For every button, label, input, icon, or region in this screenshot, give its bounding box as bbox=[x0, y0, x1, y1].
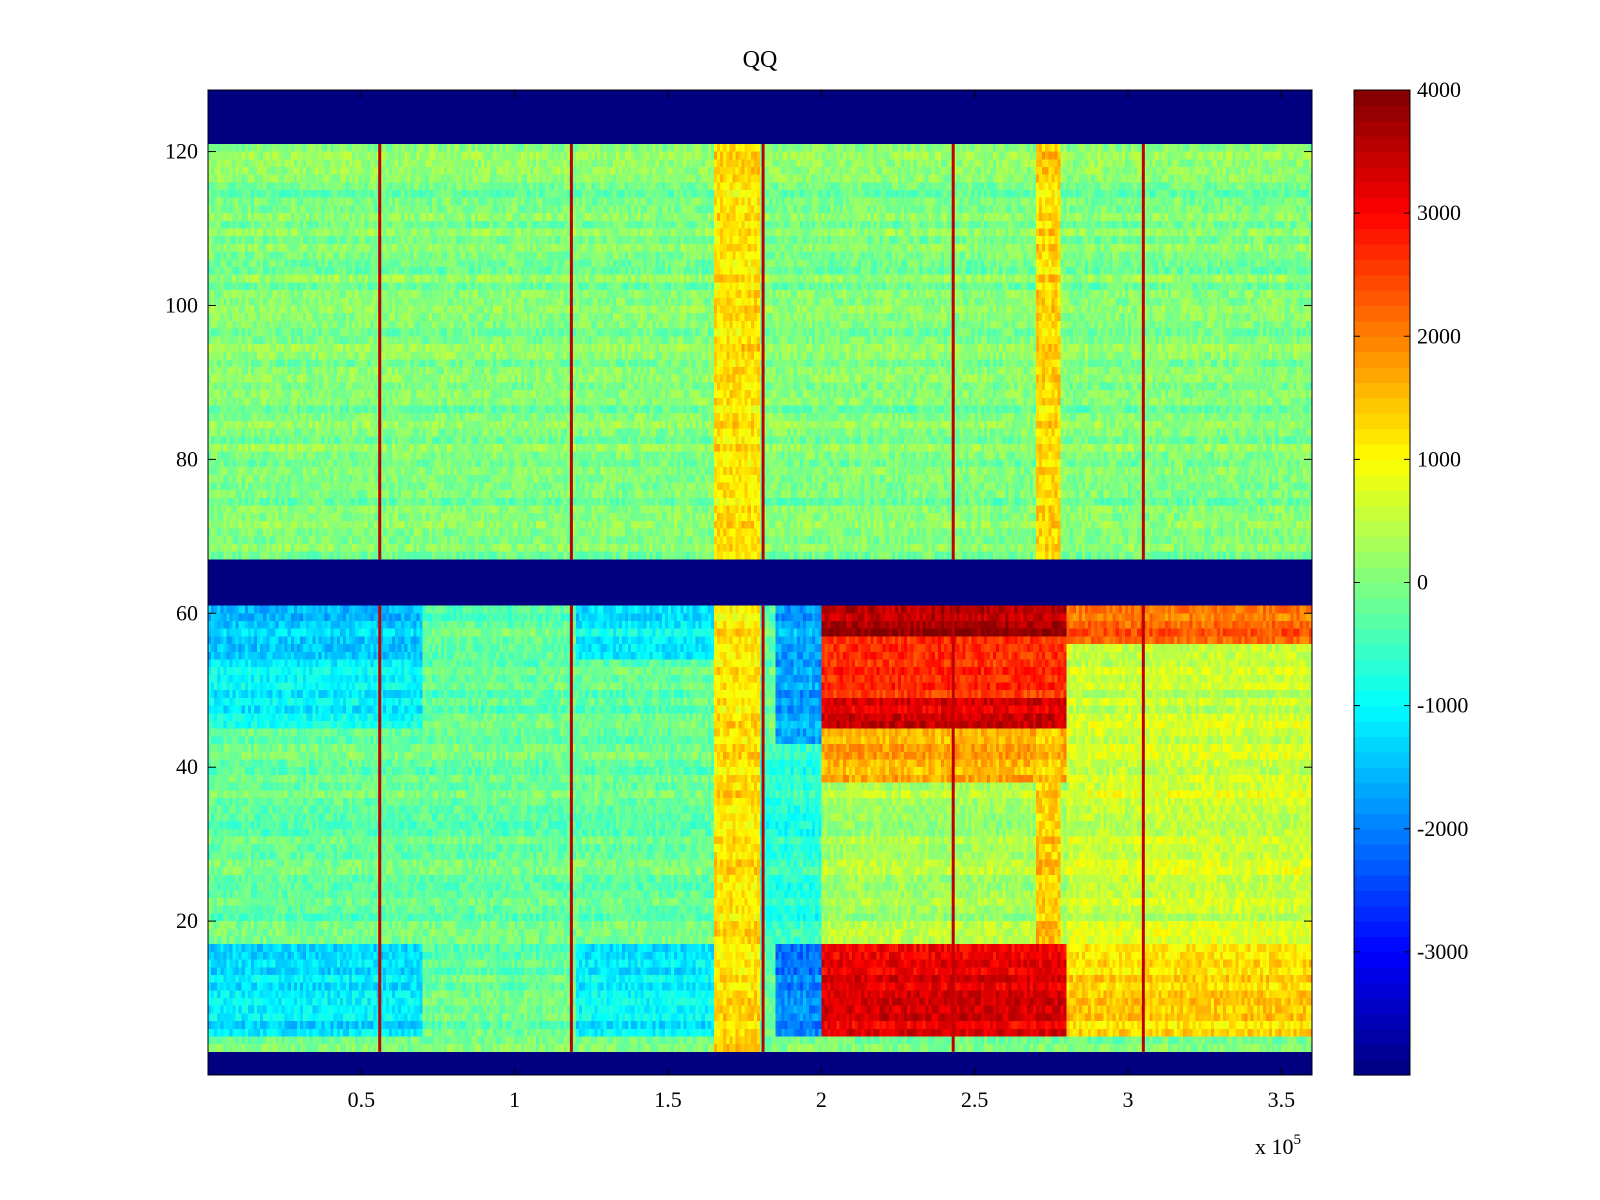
colorbar-band bbox=[1354, 813, 1410, 830]
heatmap-plot-area bbox=[208, 90, 1312, 1075]
colorbar-band bbox=[1354, 597, 1410, 614]
y-tick-label: 40 bbox=[176, 754, 198, 779]
x-tick-label: 3 bbox=[1123, 1087, 1134, 1112]
colorbar-band bbox=[1354, 166, 1410, 183]
colorbar-band bbox=[1354, 936, 1410, 953]
colorbar-band bbox=[1354, 613, 1410, 630]
colorbar-band bbox=[1354, 243, 1410, 260]
colorbar-band bbox=[1354, 674, 1410, 691]
colorbar-band bbox=[1354, 998, 1410, 1015]
chart-title: QQ bbox=[743, 47, 778, 73]
colorbar-band bbox=[1354, 259, 1410, 276]
colorbar-band bbox=[1354, 797, 1410, 814]
x-tick-label: 2 bbox=[816, 1087, 827, 1112]
colorbar-band bbox=[1354, 397, 1410, 414]
x-tick-label: 1.5 bbox=[654, 1087, 682, 1112]
colorbar-band bbox=[1354, 320, 1410, 337]
y-tick-label: 20 bbox=[176, 908, 198, 933]
colorbar-band bbox=[1354, 567, 1410, 584]
colorbar-band bbox=[1354, 628, 1410, 645]
colorbar-tick-label: -1000 bbox=[1417, 693, 1468, 718]
colorbar-band bbox=[1354, 690, 1410, 707]
x-tick-label: 3.5 bbox=[1268, 1087, 1296, 1112]
colorbar-band bbox=[1354, 105, 1410, 122]
x-axis-exponent-label: x 105 bbox=[1255, 1132, 1301, 1159]
colorbar bbox=[1354, 90, 1410, 1076]
colorbar-band bbox=[1354, 705, 1410, 722]
colorbar-band bbox=[1354, 120, 1410, 137]
colorbar-band bbox=[1354, 844, 1410, 861]
colorbar-band bbox=[1354, 428, 1410, 445]
colorbar-tick-label: -2000 bbox=[1417, 816, 1468, 841]
x-tick-label: 0.5 bbox=[348, 1087, 376, 1112]
colorbar-band bbox=[1354, 197, 1410, 214]
colorbar-band bbox=[1354, 367, 1410, 384]
colorbar-band bbox=[1354, 536, 1410, 553]
y-tick-label: 60 bbox=[176, 600, 198, 625]
colorbar-band bbox=[1354, 721, 1410, 738]
colorbar-band bbox=[1354, 551, 1410, 568]
colorbar-band bbox=[1354, 951, 1410, 968]
colorbar-band bbox=[1354, 213, 1410, 230]
colorbar-band bbox=[1354, 644, 1410, 661]
colorbar-band bbox=[1354, 336, 1410, 353]
colorbar-band bbox=[1354, 413, 1410, 430]
y-tick-label: 100 bbox=[165, 292, 198, 317]
colorbar-band bbox=[1354, 1044, 1410, 1061]
colorbar-band bbox=[1354, 582, 1410, 599]
colorbar-tick-label: 0 bbox=[1417, 570, 1428, 595]
y-axis: 20 40 60 80 100 120 bbox=[165, 139, 1312, 933]
colorbar-band bbox=[1354, 443, 1410, 460]
colorbar-ticks: 4000 3000 2000 1000 0 -1000 -2000 -3000 bbox=[1354, 77, 1468, 964]
colorbar-tick-label: 2000 bbox=[1417, 323, 1461, 348]
colorbar-band bbox=[1354, 767, 1410, 784]
colorbar-tick-label: 4000 bbox=[1417, 77, 1461, 102]
colorbar-band bbox=[1354, 874, 1410, 891]
colorbar-band bbox=[1354, 982, 1410, 999]
colorbar-band bbox=[1354, 736, 1410, 753]
colorbar-band bbox=[1354, 505, 1410, 522]
colorbar-band bbox=[1354, 351, 1410, 368]
colorbar-band bbox=[1354, 305, 1410, 322]
colorbar-band bbox=[1354, 520, 1410, 537]
y-tick-label: 120 bbox=[165, 139, 198, 164]
colorbar-band bbox=[1354, 474, 1410, 491]
colorbar-band bbox=[1354, 782, 1410, 799]
colorbar-band bbox=[1354, 90, 1410, 106]
heatmap-image bbox=[208, 90, 1312, 1075]
colorbar-band bbox=[1354, 828, 1410, 845]
colorbar-band bbox=[1354, 1059, 1410, 1076]
colorbar-band bbox=[1354, 921, 1410, 938]
colorbar-band bbox=[1354, 182, 1410, 199]
colorbar-band bbox=[1354, 459, 1410, 476]
colorbar-band bbox=[1354, 228, 1410, 245]
colorbar-band bbox=[1354, 274, 1410, 291]
y-tick-label: 80 bbox=[176, 446, 198, 471]
colorbar-band bbox=[1354, 382, 1410, 399]
colorbar-tick-label: 1000 bbox=[1417, 446, 1461, 471]
colorbar-band bbox=[1354, 1028, 1410, 1045]
x-axis: 0.5 1 1.5 2 2.5 3 3.5 bbox=[348, 90, 1296, 1112]
colorbar-tick-label: -3000 bbox=[1417, 939, 1468, 964]
colorbar-band bbox=[1354, 290, 1410, 307]
colorbar-band bbox=[1354, 151, 1410, 168]
colorbar-band bbox=[1354, 751, 1410, 768]
plot-frame bbox=[207, 89, 1313, 1076]
colorbar-band bbox=[1354, 905, 1410, 922]
colorbar-band bbox=[1354, 136, 1410, 153]
colorbar-band bbox=[1354, 1013, 1410, 1030]
colorbar-band bbox=[1354, 890, 1410, 907]
colorbar-band bbox=[1354, 859, 1410, 876]
x-tick-label: 1 bbox=[509, 1087, 520, 1112]
colorbar-band bbox=[1354, 490, 1410, 507]
x-tick-label: 2.5 bbox=[961, 1087, 989, 1112]
colorbar-tick-label: 3000 bbox=[1417, 200, 1461, 225]
colorbar-band bbox=[1354, 967, 1410, 984]
colorbar-band bbox=[1354, 659, 1410, 676]
